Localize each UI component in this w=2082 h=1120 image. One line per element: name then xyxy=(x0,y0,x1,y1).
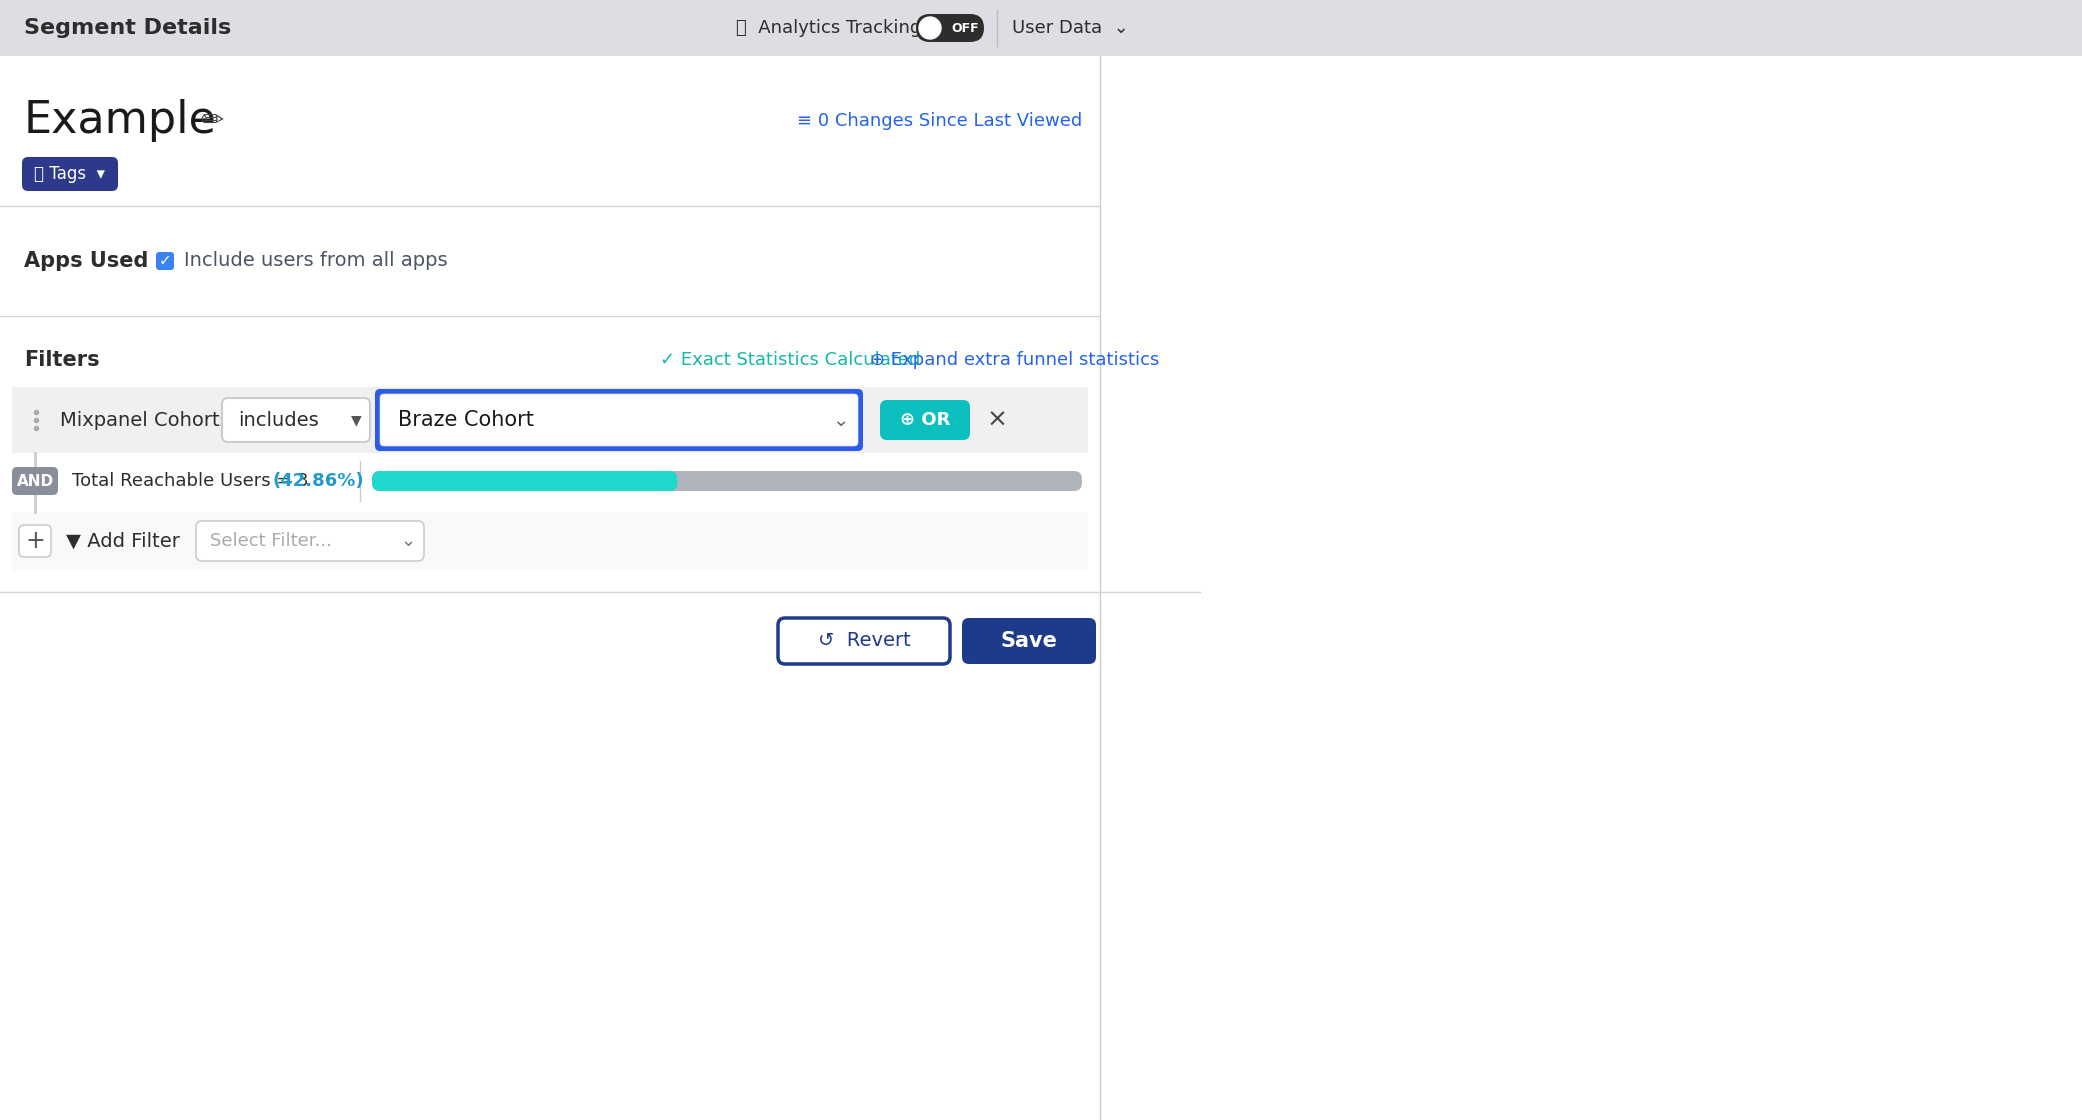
FancyBboxPatch shape xyxy=(23,157,119,192)
Text: ▼ Add Filter: ▼ Add Filter xyxy=(67,532,179,551)
Text: ⌄: ⌄ xyxy=(833,411,847,429)
Bar xyxy=(12,512,1089,570)
Bar xyxy=(12,388,1089,452)
Text: +: + xyxy=(25,529,46,553)
Text: Select Filter...: Select Filter... xyxy=(210,532,331,550)
Text: ⊕ OR: ⊕ OR xyxy=(899,411,949,429)
FancyBboxPatch shape xyxy=(375,389,864,451)
FancyBboxPatch shape xyxy=(373,472,1083,491)
Text: ↺  Revert: ↺ Revert xyxy=(818,632,910,651)
Text: AND: AND xyxy=(17,474,54,488)
Text: Segment Details: Segment Details xyxy=(25,18,231,38)
Text: Apps Used: Apps Used xyxy=(25,251,148,271)
Text: ✓: ✓ xyxy=(158,253,171,269)
Text: ≡ 0 Changes Since Last Viewed: ≡ 0 Changes Since Last Viewed xyxy=(797,112,1083,130)
Bar xyxy=(0,0,2082,56)
Text: 📊  Analytics Tracking: 📊 Analytics Tracking xyxy=(737,19,920,37)
FancyBboxPatch shape xyxy=(196,521,425,561)
Circle shape xyxy=(918,17,941,39)
Text: Save: Save xyxy=(1001,631,1058,651)
FancyBboxPatch shape xyxy=(19,525,50,557)
Text: Braze Cohort: Braze Cohort xyxy=(398,410,533,430)
FancyBboxPatch shape xyxy=(156,252,175,270)
Text: ⌄: ⌄ xyxy=(400,532,416,550)
FancyBboxPatch shape xyxy=(223,398,371,442)
FancyBboxPatch shape xyxy=(779,618,949,664)
FancyBboxPatch shape xyxy=(916,15,985,41)
Text: Include users from all apps: Include users from all apps xyxy=(183,252,448,271)
FancyBboxPatch shape xyxy=(962,618,1095,664)
Text: includes: includes xyxy=(237,411,319,429)
FancyBboxPatch shape xyxy=(381,394,858,446)
Text: OFF: OFF xyxy=(951,21,979,35)
Text: ✏: ✏ xyxy=(200,108,223,136)
Text: Total Reachable Users = 3: Total Reachable Users = 3 xyxy=(73,472,314,491)
Text: 🏷 Tags  ▾: 🏷 Tags ▾ xyxy=(35,165,106,183)
FancyBboxPatch shape xyxy=(12,467,58,495)
Text: Mixpanel Cohorts: Mixpanel Cohorts xyxy=(60,411,229,429)
Text: ×: × xyxy=(987,408,1008,432)
Text: ✓ Exact Statistics Calculated: ✓ Exact Statistics Calculated xyxy=(660,351,920,368)
Text: Example: Example xyxy=(25,100,217,142)
Text: User Data  ⌄: User Data ⌄ xyxy=(1012,19,1128,37)
Text: ⊕ Expand extra funnel statistics: ⊕ Expand extra funnel statistics xyxy=(870,351,1160,368)
Text: ▼: ▼ xyxy=(350,413,362,427)
Text: Filters: Filters xyxy=(25,349,100,370)
FancyBboxPatch shape xyxy=(881,400,970,440)
FancyBboxPatch shape xyxy=(373,472,677,491)
Text: (42.86%): (42.86%) xyxy=(273,472,364,491)
